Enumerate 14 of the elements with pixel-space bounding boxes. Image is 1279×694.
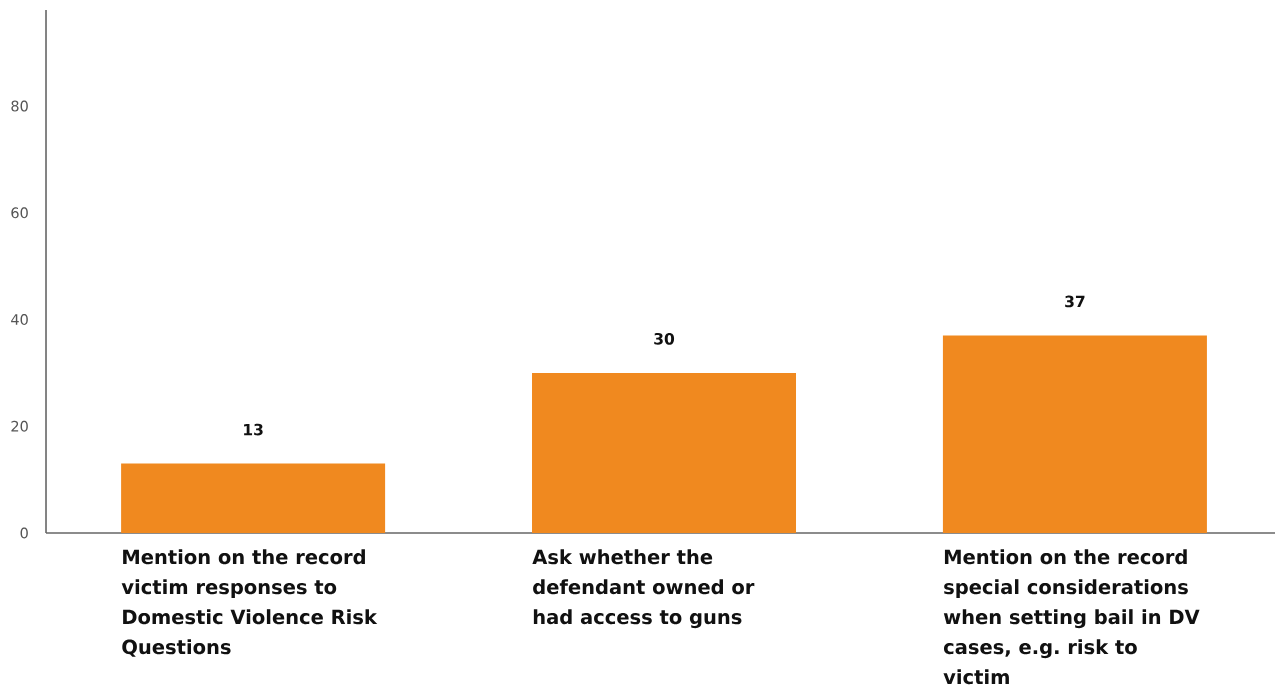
x-tick-label: Mention on the record victim responses to Domestic Violence Risk Questions [121,549,378,657]
y-tick-label: 40 [11,314,28,325]
data-label: 30 [654,332,675,345]
x-tick-label: Mention on the record special considerations when setting bail in DV cases, e.g. risk to victim [943,549,1200,685]
y-tick-label: 60 [11,207,28,219]
y-tick-label: 80 [11,100,28,112]
x-tick-label: Ask whether the defendant owned or had access to guns [532,549,755,629]
data-label: 37 [1065,295,1085,308]
bar [942,335,1207,533]
bar [121,463,386,533]
bar [532,372,797,533]
y-tick-label: 0 [20,527,28,539]
y-tick-label: 20 [11,420,28,432]
data-label: 13 [244,423,263,436]
